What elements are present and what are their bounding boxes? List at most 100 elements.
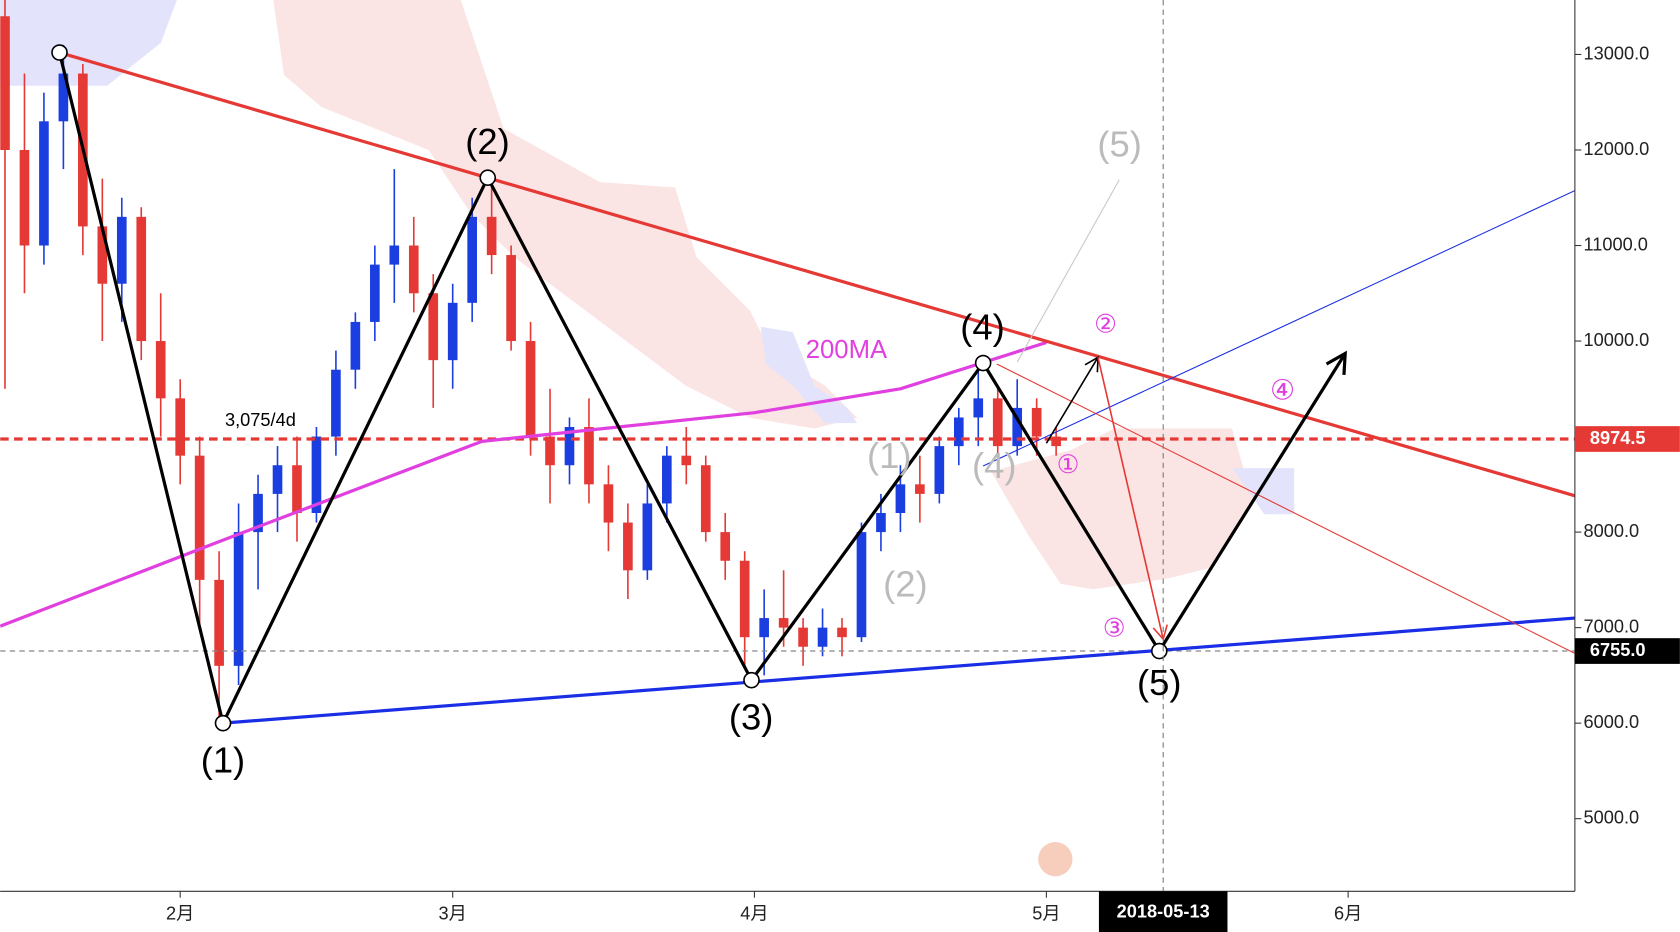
candle-body — [506, 255, 516, 342]
annotation: ② — [1094, 310, 1117, 338]
annotation: (1) — [201, 739, 246, 780]
cloud-area — [991, 428, 1254, 590]
candle-body — [311, 436, 322, 513]
candle-body — [837, 627, 847, 638]
candle-body — [175, 398, 186, 456]
candle-body — [525, 341, 536, 437]
candle-body — [214, 579, 224, 666]
trend-line — [982, 190, 1575, 467]
x-tick-label: 6月 — [1334, 904, 1362, 924]
annotation: (2) — [883, 564, 927, 605]
candle-body — [39, 121, 49, 246]
y-tick-label: 6000.0 — [1583, 712, 1639, 732]
wave-pivot — [51, 44, 68, 61]
candle-body — [370, 264, 380, 322]
candle-body — [136, 216, 147, 342]
candle-body — [116, 216, 127, 284]
candle-body — [428, 293, 439, 361]
annotation: (5) — [1097, 123, 1142, 164]
annotation: ④ — [1270, 374, 1295, 405]
candle-body — [253, 493, 263, 533]
trend-line — [1045, 356, 1099, 444]
wave-pivot — [479, 169, 497, 186]
candle-body — [953, 417, 964, 447]
candle-body — [876, 512, 886, 533]
trend-line — [59, 50, 1575, 498]
candle-body — [642, 503, 653, 571]
price-tag — [1574, 426, 1680, 452]
x-tick-label: 5月 — [1032, 904, 1060, 924]
annotation: (3) — [729, 697, 773, 738]
annotation: ① — [1057, 451, 1080, 479]
candle-body — [895, 484, 906, 513]
y-tick-label: 5000.0 — [1583, 808, 1639, 828]
candle-body — [97, 226, 108, 284]
cloud — [0, 0, 1295, 590]
trend-line — [996, 363, 1575, 654]
candle-body — [973, 398, 984, 418]
y-tick-label: 12000.0 — [1583, 139, 1649, 159]
candle-body — [292, 465, 302, 513]
x-tick-label: 2月 — [166, 904, 194, 924]
candle-body — [623, 522, 633, 571]
y-tick-label: 11000.0 — [1583, 234, 1647, 254]
candle-body — [408, 245, 419, 294]
crosshair-label: 2018-05-13 — [1117, 902, 1210, 922]
wave-pivot — [743, 671, 760, 689]
candle-body — [603, 484, 614, 523]
arrow-head — [1325, 350, 1347, 375]
plot — [0, 0, 1575, 732]
annotation: (4) — [960, 307, 1005, 348]
wave-pivot — [1150, 642, 1168, 660]
candle-body — [817, 627, 828, 647]
cloud-area — [273, 0, 858, 429]
annotation: 3,075/4d — [225, 410, 296, 430]
x-tick-label: 4月 — [740, 904, 768, 924]
y-tick-label: 7000.0 — [1583, 616, 1639, 636]
annotation: (1) — [867, 435, 911, 476]
y-tick-label: 13000.0 — [1583, 43, 1649, 63]
candle-body — [194, 455, 205, 580]
flag-icon — [1038, 842, 1073, 877]
y-tick-label: 10000.0 — [1583, 330, 1649, 350]
candle-body — [700, 465, 711, 533]
candle-body — [545, 436, 555, 466]
annotation: (4) — [972, 445, 1017, 486]
candle-body — [1031, 407, 1042, 437]
candle-body — [486, 216, 497, 256]
wave-pivot — [214, 714, 232, 732]
candle-body — [1051, 436, 1061, 447]
candle-body — [272, 465, 283, 494]
candle-body — [447, 302, 458, 361]
price-tag — [1574, 638, 1680, 664]
trend-line — [1016, 179, 1120, 363]
candle-body — [19, 149, 30, 246]
candle-body — [389, 245, 400, 265]
candle-body — [58, 73, 69, 122]
trend-line — [1097, 357, 1164, 640]
candle-body — [233, 532, 244, 666]
candle-body — [856, 532, 867, 638]
price-tag-label: 6755.0 — [1590, 640, 1646, 660]
annotation: (5) — [1137, 662, 1182, 703]
candle-body — [934, 446, 945, 494]
candle-body — [564, 427, 575, 466]
candle-body — [467, 216, 477, 303]
candle-body — [584, 427, 594, 485]
cloud-area — [0, 0, 177, 86]
price-tag-label: 8974.5 — [1590, 428, 1646, 448]
candle-body — [662, 455, 672, 504]
annotation: (2) — [465, 121, 510, 162]
annotation: 200MA — [806, 336, 888, 364]
candle-body — [798, 627, 808, 647]
candle-body — [992, 398, 1003, 447]
crosshair-tag — [1098, 891, 1228, 932]
cloud-area — [1232, 468, 1295, 515]
candle-body — [0, 16, 10, 150]
annotation: ③ — [1103, 615, 1126, 643]
wave-pivot — [974, 354, 992, 372]
candle-body — [778, 618, 789, 628]
candle-body — [915, 484, 925, 494]
